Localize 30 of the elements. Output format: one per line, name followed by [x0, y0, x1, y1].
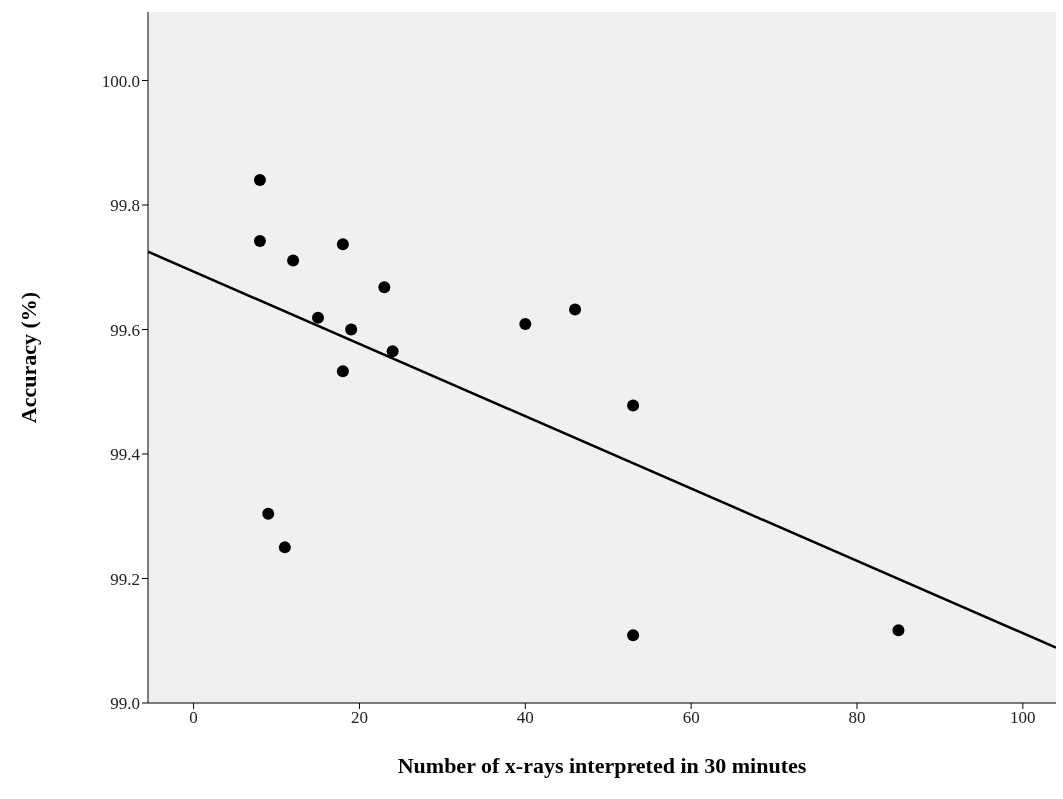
x-tick-label: 60	[682, 708, 700, 728]
point	[892, 624, 905, 637]
point	[569, 303, 582, 316]
point	[336, 238, 349, 251]
point	[378, 281, 391, 294]
point	[287, 254, 300, 267]
x-tick-label: 80	[848, 708, 866, 728]
point	[345, 323, 358, 336]
point	[262, 507, 275, 520]
point	[253, 174, 266, 187]
y-axis-title: Accuracy (%)	[15, 291, 41, 424]
point	[336, 365, 349, 378]
y-tick-label: 100.0	[101, 71, 140, 91]
point	[627, 399, 640, 412]
x-tick-label: 100	[1010, 708, 1036, 728]
x-tick-label: 0	[189, 708, 198, 728]
point	[311, 311, 324, 324]
point	[253, 235, 266, 248]
point	[386, 345, 399, 358]
y-tick-label: 99.4	[110, 445, 141, 465]
point	[519, 317, 532, 330]
y-tick-label: 99.6	[110, 320, 140, 340]
x-tick-label: 20	[350, 708, 368, 728]
point	[627, 629, 640, 642]
y-tick-label: 99.8	[110, 196, 140, 216]
point	[278, 541, 291, 554]
y-tick-label: 99.0	[110, 694, 140, 714]
y-tick-label: 99.2	[110, 569, 140, 589]
x-axis-title: Number of x-rays interpreted in 30 minutes	[397, 753, 807, 778]
x-tick-label: 40	[516, 708, 534, 728]
